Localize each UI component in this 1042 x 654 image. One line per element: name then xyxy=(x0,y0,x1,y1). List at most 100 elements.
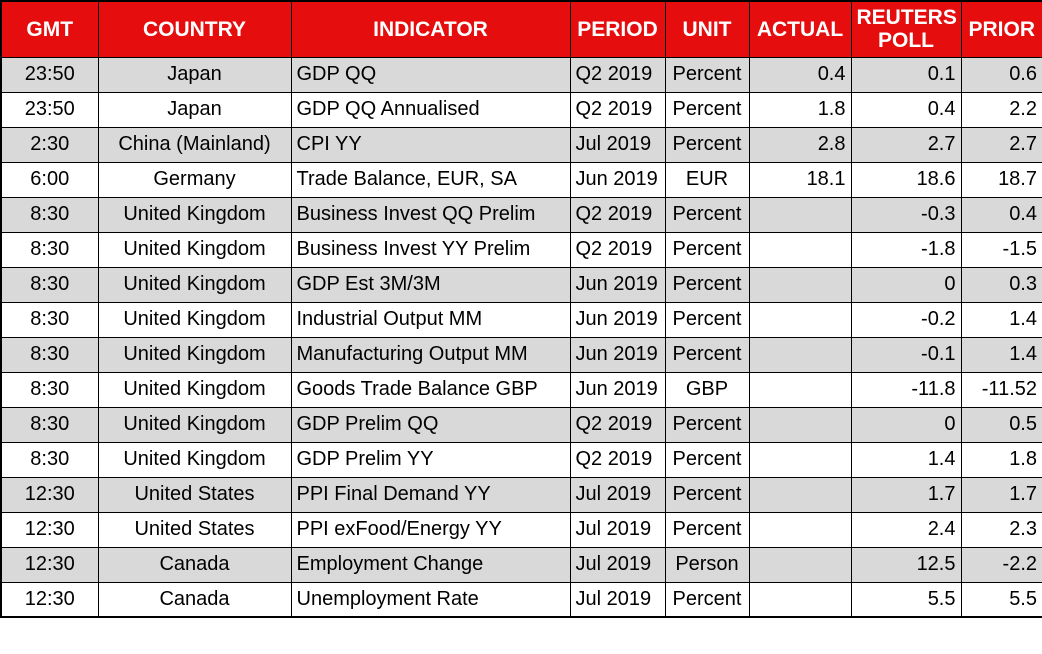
cell-period: Jun 2019 xyxy=(569,266,666,303)
cell-unit: EUR xyxy=(664,161,750,198)
cell-indicator: GDP Est 3M/3M xyxy=(290,266,571,303)
cell-actual xyxy=(748,231,852,268)
cell-unit: Percent xyxy=(664,301,750,338)
cell-gmt: 12:30 xyxy=(0,476,99,513)
cell-unit: Percent xyxy=(664,196,750,233)
cell-period: Jun 2019 xyxy=(569,301,666,338)
cell-unit: Percent xyxy=(664,511,750,548)
cell-prior: 1.8 xyxy=(960,441,1042,478)
cell-period: Jul 2019 xyxy=(569,581,666,618)
column-header-reuters-poll: REUTERS POLL xyxy=(850,0,962,58)
table-row: 8:30 United Kingdom Business Invest QQ Pre… xyxy=(0,196,1042,233)
cell-prior: -11.52 xyxy=(960,371,1042,408)
table-header: GMT COUNTRY INDICATOR PERIOD UNIT ACTUAL… xyxy=(0,0,1042,58)
cell-prior: 1.4 xyxy=(960,336,1042,373)
economic-calendar-table: GMT COUNTRY INDICATOR PERIOD UNIT ACTUAL… xyxy=(0,0,1042,618)
cell-gmt: 6:00 xyxy=(0,161,99,198)
cell-gmt: 8:30 xyxy=(0,406,99,443)
cell-prior: 1.4 xyxy=(960,301,1042,338)
cell-unit: Percent xyxy=(664,441,750,478)
cell-poll: -1.8 xyxy=(850,231,962,268)
cell-actual: 1.8 xyxy=(748,91,852,128)
cell-gmt: 8:30 xyxy=(0,371,99,408)
table-row: 8:30 United Kingdom Business Invest YY Pre… xyxy=(0,231,1042,268)
cell-actual xyxy=(748,196,852,233)
cell-indicator: Business Invest QQ Prelim xyxy=(290,196,571,233)
cell-country: Japan xyxy=(97,91,292,128)
cell-indicator: PPI exFood/Energy YY xyxy=(290,511,571,548)
cell-prior: 2.7 xyxy=(960,126,1042,163)
cell-period: Q2 2019 xyxy=(569,91,666,128)
table-row: 8:30 United Kingdom GDP Est 3M/3M Jun 2019 P… xyxy=(0,266,1042,303)
cell-indicator: GDP Prelim QQ xyxy=(290,406,571,443)
cell-poll: 5.5 xyxy=(850,581,962,618)
cell-gmt: 12:30 xyxy=(0,511,99,548)
cell-country: United Kingdom xyxy=(97,301,292,338)
cell-poll: 12.5 xyxy=(850,546,962,583)
cell-gmt: 8:30 xyxy=(0,231,99,268)
cell-period: Jun 2019 xyxy=(569,161,666,198)
cell-poll: -0.2 xyxy=(850,301,962,338)
table-row: 6:00 Germany Trade Balance, EUR, SA Jun 201… xyxy=(0,161,1042,198)
cell-prior: 2.3 xyxy=(960,511,1042,548)
cell-period: Q2 2019 xyxy=(569,441,666,478)
cell-poll: 2.7 xyxy=(850,126,962,163)
cell-unit: Percent xyxy=(664,581,750,618)
table-row: 8:30 United Kingdom Industrial Output MM Ju… xyxy=(0,301,1042,338)
table-row: 12:30 United States PPI exFood/Energy YY Ju… xyxy=(0,511,1042,548)
cell-unit: Percent xyxy=(664,406,750,443)
cell-gmt: 8:30 xyxy=(0,196,99,233)
cell-prior: 0.4 xyxy=(960,196,1042,233)
cell-actual xyxy=(748,371,852,408)
cell-unit: Percent xyxy=(664,231,750,268)
cell-actual: 0.4 xyxy=(748,56,852,93)
cell-poll: 0 xyxy=(850,266,962,303)
column-header-gmt: GMT xyxy=(0,0,99,58)
cell-indicator: Employment Change xyxy=(290,546,571,583)
table-row: 8:30 United Kingdom Manufacturing Output M… xyxy=(0,336,1042,373)
cell-unit: Percent xyxy=(664,336,750,373)
cell-prior: 0.6 xyxy=(960,56,1042,93)
cell-period: Jul 2019 xyxy=(569,126,666,163)
cell-gmt: 2:30 xyxy=(0,126,99,163)
column-header-indicator: INDICATOR xyxy=(290,0,571,58)
cell-gmt: 8:30 xyxy=(0,301,99,338)
cell-period: Q2 2019 xyxy=(569,56,666,93)
cell-period: Jun 2019 xyxy=(569,336,666,373)
cell-country: United Kingdom xyxy=(97,336,292,373)
cell-prior: 2.2 xyxy=(960,91,1042,128)
cell-gmt: 8:30 xyxy=(0,441,99,478)
cell-poll: -11.8 xyxy=(850,371,962,408)
table-row: 8:30 United Kingdom GDP Prelim YY Q2 2019 Pe… xyxy=(0,441,1042,478)
cell-indicator: GDP Prelim YY xyxy=(290,441,571,478)
cell-actual xyxy=(748,266,852,303)
cell-country: Germany xyxy=(97,161,292,198)
cell-gmt: 12:30 xyxy=(0,546,99,583)
column-header-unit: UNIT xyxy=(664,0,750,58)
cell-indicator: Unemployment Rate xyxy=(290,581,571,618)
cell-actual xyxy=(748,336,852,373)
cell-poll: 1.4 xyxy=(850,441,962,478)
cell-indicator: GDP QQ Annualised xyxy=(290,91,571,128)
cell-poll: -0.1 xyxy=(850,336,962,373)
cell-period: Jul 2019 xyxy=(569,546,666,583)
cell-country: United Kingdom xyxy=(97,441,292,478)
cell-unit: Percent xyxy=(664,266,750,303)
cell-prior: 0.3 xyxy=(960,266,1042,303)
cell-country: United States xyxy=(97,511,292,548)
cell-actual xyxy=(748,441,852,478)
cell-country: Canada xyxy=(97,581,292,618)
cell-poll: 0 xyxy=(850,406,962,443)
cell-indicator: Business Invest YY Prelim xyxy=(290,231,571,268)
cell-country: United States xyxy=(97,476,292,513)
column-header-period: PERIOD xyxy=(569,0,666,58)
table-body: 23:50 Japan GDP QQ Q2 2019 Percent 0.4 0.1 0.6 2… xyxy=(0,56,1042,618)
cell-prior: -1.5 xyxy=(960,231,1042,268)
cell-gmt: 23:50 xyxy=(0,91,99,128)
cell-period: Jul 2019 xyxy=(569,511,666,548)
cell-actual xyxy=(748,301,852,338)
cell-actual: 18.1 xyxy=(748,161,852,198)
column-header-prior: PRIOR xyxy=(960,0,1042,58)
cell-gmt: 12:30 xyxy=(0,581,99,618)
